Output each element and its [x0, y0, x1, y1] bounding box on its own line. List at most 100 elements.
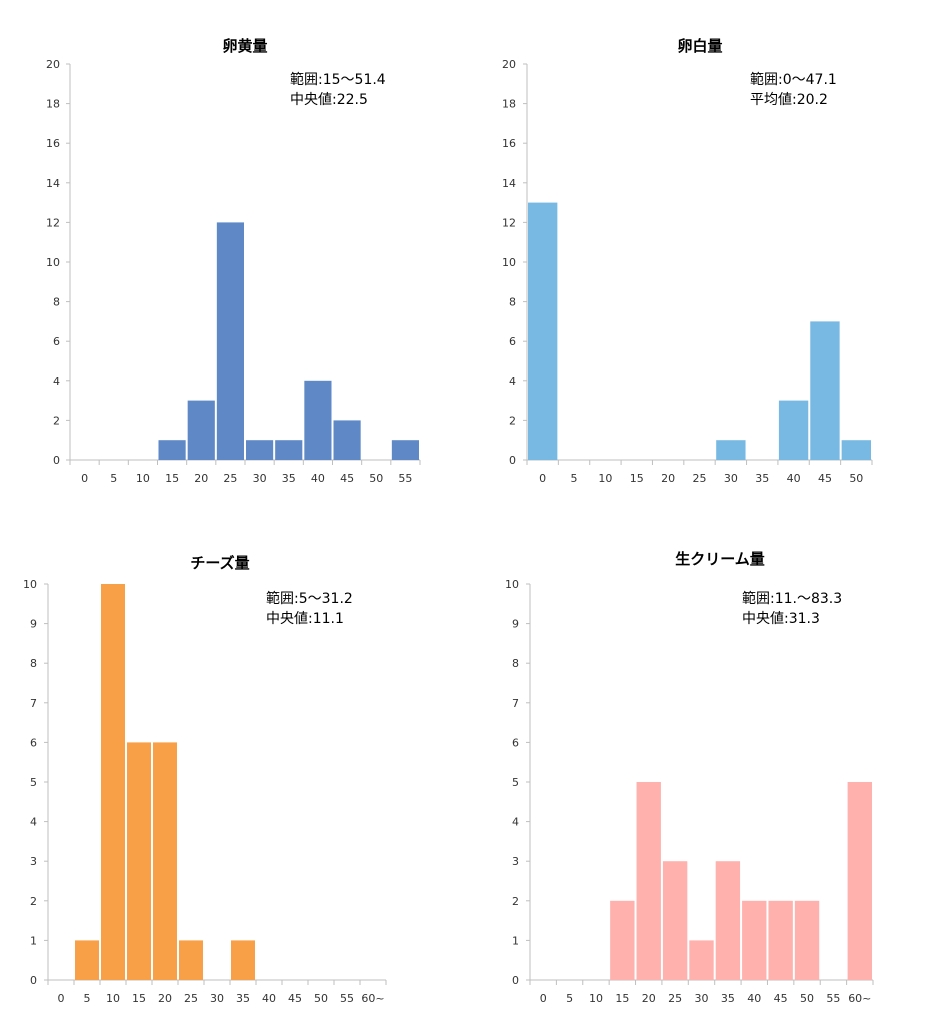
y-tick-label: 16	[502, 137, 516, 150]
y-tick-label: 2	[512, 895, 519, 908]
stat-annotation: 範囲:11.～83.3	[742, 590, 842, 607]
bar-20	[636, 782, 661, 980]
x-tick-label: 20	[194, 472, 208, 485]
chart-panel-yolk: 卵黄量 0 2 4 6 8 10 12 14 16 18 20 0 5 10 15 20 25 30 35 40 45 50…	[0, 0, 467, 500]
y-tick-label: 1	[512, 934, 519, 947]
x-tick-label: 45	[288, 992, 302, 1005]
x-tick-label: 55	[398, 472, 412, 485]
bar-55	[391, 440, 419, 460]
x-tick-label: 50	[369, 472, 383, 485]
x-tick-label: 35	[755, 472, 769, 485]
bar-10	[101, 584, 125, 980]
x-tick-label: 40	[311, 472, 325, 485]
bar-50	[794, 900, 820, 980]
bar-15	[610, 900, 635, 980]
y-tick-label: 10	[505, 578, 519, 591]
chart-white: 卵白量 0 2 4 6 8 10 12 14 16 18 20 0 5 10 15 20 25 30 35 40 45 50…	[502, 37, 873, 485]
y-tick-label: 7	[30, 697, 37, 710]
x-tick-label: 25	[223, 472, 237, 485]
bar-35	[231, 940, 255, 980]
x-tick-label: 35	[721, 992, 735, 1005]
x-tick-label: 50	[849, 472, 863, 485]
y-tick-label: 12	[46, 216, 60, 229]
stat-annotation: 平均値:20.2	[750, 92, 828, 108]
y-tick-label: 2	[509, 414, 516, 427]
x-tick-label: 5	[84, 992, 91, 1005]
y-tick-label: 0	[53, 454, 60, 467]
bar-45	[333, 420, 361, 460]
y-tick-label: 14	[46, 177, 60, 190]
x-tick-label: 55	[340, 992, 354, 1005]
y-tick-label: 8	[509, 296, 516, 309]
y-tick-label: 6	[509, 335, 516, 348]
y-tick-label: 1	[30, 934, 37, 947]
bar-30	[716, 440, 746, 460]
x-tick-label: 15	[165, 472, 179, 485]
bar-20	[187, 400, 215, 460]
y-tick-label: 20	[46, 58, 60, 71]
bar-35	[275, 440, 303, 460]
x-tick-label: 45	[340, 472, 354, 485]
x-tick-label: 0	[540, 992, 547, 1005]
y-tick-label: 7	[512, 697, 519, 710]
y-tick-label: 3	[30, 855, 37, 868]
x-tick-label: 5	[110, 472, 117, 485]
x-tick-label: 10	[589, 992, 603, 1005]
y-tick-label: 8	[30, 657, 37, 670]
bar-30	[689, 940, 714, 980]
x-tick-label: 30	[695, 992, 709, 1005]
x-tick-label: 5	[571, 472, 578, 485]
y-tick-label: 16	[46, 137, 60, 150]
bar-25	[662, 861, 688, 980]
chart-panel-cheese: チーズ量 0 1 2 3 4 5 6 7 8 9 10 0 5 10 15 20 25 30 35 40 45 50 55 60…	[23, 554, 387, 1005]
bar-0	[528, 202, 558, 460]
y-tick-label: 9	[30, 618, 37, 631]
x-tick-label: 40	[787, 472, 801, 485]
x-tick-label: 10	[136, 472, 150, 485]
stat-annotation: 範囲:5～31.2	[266, 590, 353, 607]
y-tick-label: 18	[502, 98, 516, 111]
y-tick-label: 3	[512, 855, 519, 868]
chart-title: 卵白量	[677, 37, 722, 55]
chart-title: 卵黄量	[222, 37, 267, 55]
x-tick-label: 45	[818, 472, 832, 485]
x-tick-label: 0	[58, 992, 65, 1005]
bar-20	[153, 742, 177, 980]
stat-annotation: 中央値:11.1	[266, 611, 344, 627]
y-tick-label: 10	[23, 578, 37, 591]
chart-title: 生クリーム量	[675, 550, 765, 568]
y-tick-label: 9	[512, 618, 519, 631]
x-tick-label: 25	[693, 472, 707, 485]
x-tick-label: 10	[106, 992, 120, 1005]
y-tick-label: 2	[30, 895, 37, 908]
chart-panel-white: 卵白量 0 2 4 6 8 10 12 14 16 18 20 0 5 10 15 20 25 30 35 40 45 50…	[0, 0, 934, 500]
x-tick-label: 10	[598, 472, 612, 485]
bar-45	[810, 321, 840, 460]
bar-45	[768, 900, 793, 980]
y-tick-label: 4	[512, 816, 519, 829]
y-tick-label: 6	[512, 736, 519, 749]
x-tick-label: 0	[81, 472, 88, 485]
y-tick-label: 4	[509, 375, 516, 388]
chart-yolk: 卵黄量 0 2 4 6 8 10 12 14 16 18 20 0 5 10 15 20 25 30 35 40 45 50…	[46, 37, 421, 485]
y-tick-label: 18	[46, 98, 60, 111]
y-tick-label: 8	[512, 657, 519, 670]
bar-40	[742, 900, 767, 980]
x-tick-label: 15	[630, 472, 644, 485]
x-tick-label: 20	[661, 472, 675, 485]
x-tick-label: 50	[800, 992, 814, 1005]
bar-30	[246, 440, 274, 460]
y-tick-label: 0	[30, 974, 37, 987]
x-tick-label: 30	[724, 472, 738, 485]
stat-annotation: 範囲:15～51.4	[290, 71, 386, 88]
stat-annotation: 中央値:31.3	[742, 611, 820, 627]
x-tick-label: 60~	[361, 992, 384, 1005]
y-tick-label: 5	[30, 776, 37, 789]
bar-5	[75, 940, 99, 980]
chart-title: チーズ量	[190, 554, 249, 572]
x-tick-label: 55	[826, 992, 840, 1005]
x-tick-label: 50	[314, 992, 328, 1005]
y-tick-label: 6	[30, 736, 37, 749]
